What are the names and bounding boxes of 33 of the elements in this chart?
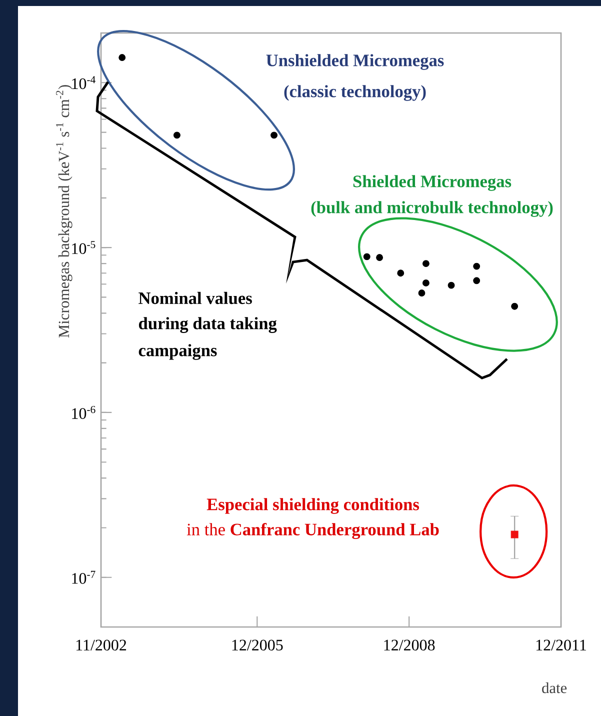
point	[376, 254, 384, 261]
point	[118, 54, 126, 61]
annotation: in the Canfranc Underground Lab	[186, 522, 439, 540]
x-tick-label: 12/2008	[384, 640, 435, 651]
annotation: Shielded Micromegas	[353, 175, 512, 191]
point	[422, 279, 430, 286]
point	[473, 277, 480, 284]
annotation: (bulk and microbulk technology)	[311, 201, 553, 217]
point	[422, 260, 430, 267]
annotation: during data taking	[138, 317, 277, 333]
annotation: Unshielded Micromegas	[266, 54, 444, 70]
x-tick-label: 12/2005	[232, 640, 283, 651]
y-tick-label: 10$^{-6}$	[72, 406, 96, 419]
y-tick-label: 10$^{-5}$	[72, 241, 96, 254]
x-tick-label: 11/2002	[76, 640, 126, 651]
annotation: campaigns	[138, 344, 217, 360]
y-axis-title: Micromegas background (keV$^{-1}$ s$^{-1}$ cm$^{-2}$)	[56, 85, 72, 338]
y-tick-label: 10$^{-4}$	[72, 76, 96, 90]
x-tick-label: 12/2011	[536, 640, 586, 651]
point	[448, 282, 455, 289]
point	[511, 302, 518, 310]
point	[473, 262, 480, 270]
point	[173, 132, 180, 139]
annotation: (classic technology)	[284, 85, 426, 101]
annotation: Especial shielding conditions	[206, 498, 420, 514]
point	[418, 290, 426, 296]
annotation: Nominal values	[138, 292, 252, 304]
x-axis-title: date	[542, 682, 567, 694]
point	[363, 253, 370, 260]
point	[397, 270, 404, 277]
y-tick-label: 10$^{-7}$	[72, 570, 96, 584]
point	[270, 132, 278, 139]
point	[510, 530, 518, 538]
